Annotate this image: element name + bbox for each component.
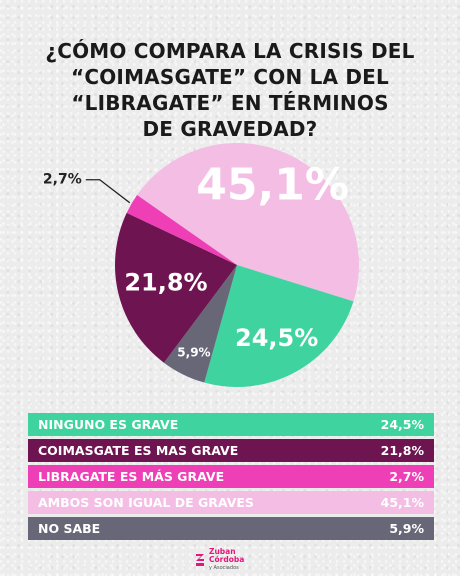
legend-value: 5,9%	[389, 521, 424, 536]
legend-value: 24,5%	[380, 417, 424, 432]
slice-label: 45,1%	[196, 159, 349, 210]
legend-value: 45,1%	[380, 495, 424, 510]
logo-line: y Asociados	[209, 565, 239, 571]
legend-value: 21,8%	[380, 443, 424, 458]
legend: NINGUNO ES GRAVE 24,5% COIMASGATE ES MAS…	[28, 413, 434, 543]
legend-row: COIMASGATE ES MAS GRAVE 21,8%	[28, 439, 434, 462]
slice-leader-line	[85, 179, 131, 204]
pie-slice	[137, 143, 359, 302]
title-line: ¿CÓMO COMPARA LA CRISIS DEL	[45, 39, 415, 63]
logo-mark-icon	[196, 554, 204, 566]
chart-title: ¿CÓMO COMPARA LA CRISIS DEL “COIMASGATE”…	[20, 38, 440, 142]
legend-label: NO SABE	[38, 521, 101, 536]
title-line: “COIMASGATE” CON LA DEL	[71, 65, 389, 89]
slice-label: 5,9%	[177, 346, 210, 360]
logo-text: Zuban Córdoba y Asociados	[209, 548, 244, 572]
logo-line: Córdoba	[209, 555, 245, 564]
legend-row: NO SABE 5,9%	[28, 517, 434, 540]
pie-chart: 45,1% 24,5% 5,9% 21,8% 2,7%	[43, 143, 359, 388]
legend-row: NINGUNO ES GRAVE 24,5%	[28, 413, 434, 436]
title-line: “LIBRAGATE” EN TÉRMINOS	[71, 91, 389, 115]
pie-slice	[126, 195, 237, 265]
slice-label: 24,5%	[235, 324, 318, 352]
slice-label: 21,8%	[124, 269, 207, 297]
logo-line: Zuban	[209, 547, 236, 556]
title-line: DE GRAVEDAD?	[142, 117, 318, 141]
legend-label: LIBRAGATE ES MÁS GRAVE	[38, 469, 225, 484]
legend-label: AMBOS SON IGUAL DE GRAVES	[38, 495, 254, 510]
legend-row: LIBRAGATE ES MÁS GRAVE 2,7%	[28, 465, 434, 488]
pie-slice	[204, 265, 354, 388]
slice-label: 2,7%	[43, 172, 82, 188]
zuban-cordoba-logo: Zuban Córdoba y Asociados	[195, 548, 244, 572]
legend-value: 2,7%	[389, 469, 424, 484]
legend-row: AMBOS SON IGUAL DE GRAVES 45,1%	[28, 491, 434, 514]
legend-label: NINGUNO ES GRAVE	[38, 417, 179, 432]
pie-slice	[114, 212, 237, 363]
legend-label: COIMASGATE ES MAS GRAVE	[38, 443, 239, 458]
pie-slice	[163, 265, 237, 383]
